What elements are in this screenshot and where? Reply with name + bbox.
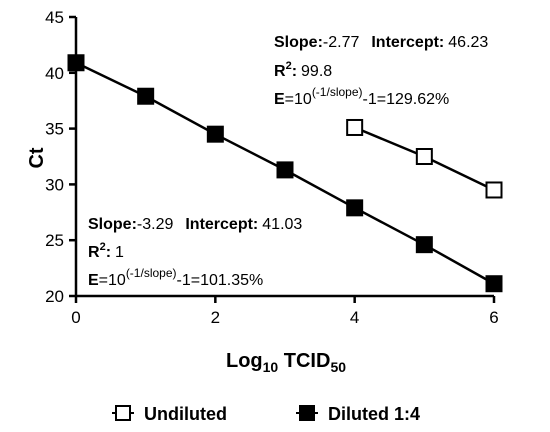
diluted-efficiency-text: E=10(-1/slope)-1=101.35%: [88, 266, 263, 289]
y-tick-label: 45: [45, 8, 64, 27]
data-point-diluted-1-4: [346, 199, 364, 217]
x-axis-title: Log10 TCID50: [226, 350, 346, 375]
data-point-diluted-1-4: [137, 87, 155, 105]
data-point-diluted-1-4: [206, 125, 224, 143]
data-point-diluted-1-4: [415, 236, 433, 254]
series-undiluted: [346, 118, 503, 199]
x-tick-label: 4: [350, 308, 359, 327]
x-tick-label: 6: [489, 308, 498, 327]
data-point-undiluted: [485, 181, 503, 199]
series-diluted-1-4: [67, 54, 503, 293]
undiluted-efficiency-text: E=10(-1/slope)-1=129.62%: [274, 85, 449, 108]
data-point-undiluted: [346, 118, 364, 136]
legend-filled-square-icon: [299, 405, 315, 421]
x-tick-label: 0: [71, 308, 80, 327]
y-tick-label: 30: [45, 175, 64, 194]
y-tick-label: 25: [45, 231, 64, 250]
diluted-fit-annotation: Slope:-3.29 Intercept: 41.03 R2: 1 E=10(-1/…: [88, 216, 302, 289]
y-tick-label: 35: [45, 120, 64, 139]
y-axis-title: Ct: [26, 147, 48, 168]
legend-open-square-icon: [115, 405, 131, 421]
data-point-diluted-1-4: [276, 161, 294, 179]
legend: Undiluted Diluted 1:4: [112, 404, 420, 424]
diluted-slope-text: Slope:-3.29 Intercept: 41.03: [88, 216, 302, 233]
legend-item-diluted: Diluted 1:4: [296, 404, 420, 424]
data-point-undiluted: [415, 148, 433, 165]
legend-diluted-label: Diluted 1:4: [328, 404, 420, 424]
y-tick-label: 40: [45, 64, 64, 83]
data-point-diluted-1-4: [67, 54, 85, 72]
legend-item-undiluted: Undiluted: [112, 404, 227, 424]
series-layer: [67, 54, 503, 293]
x-tick-label: 2: [211, 308, 220, 327]
data-point-diluted-1-4: [485, 275, 503, 293]
legend-undiluted-label: Undiluted: [144, 404, 227, 424]
undiluted-r2-text: R2: 99.8: [274, 60, 332, 80]
y-tick-label: 20: [45, 287, 64, 306]
undiluted-slope-text: Slope:-2.77 Intercept: 46.23: [274, 34, 488, 51]
undiluted-fit-annotation: Slope:-2.77 Intercept: 46.23 R2: 99.8 E=10(…: [274, 34, 488, 108]
diluted-r2-text: R2: 1: [88, 241, 124, 261]
axes: 20 25 30 35 40 45 0 2 4 6: [45, 8, 499, 327]
